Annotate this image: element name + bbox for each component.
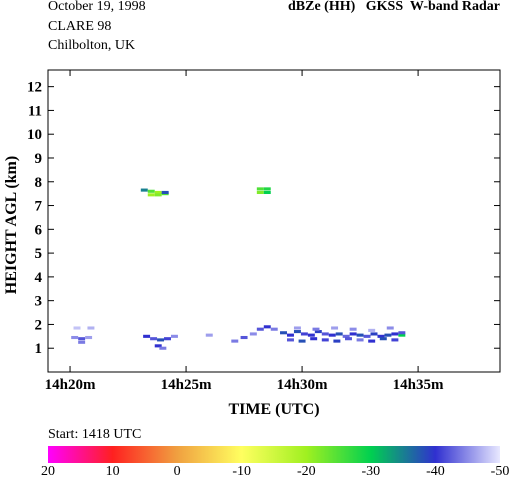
y-tick-label: 6 <box>35 222 43 238</box>
start-label: Start: 1418 UTC <box>48 427 141 442</box>
echo-cell <box>270 327 278 331</box>
echo-cell <box>314 330 322 334</box>
echo-cell <box>398 331 406 335</box>
echo-cell <box>147 189 155 193</box>
echo-cell <box>256 187 264 191</box>
header-campaign: CLARE 98 <box>48 19 111 34</box>
echo-cell <box>85 335 93 340</box>
echo-cell <box>147 193 155 197</box>
chart-title: dBZe (HH) GKSS W-band Radar <box>288 0 500 14</box>
echo-cell <box>263 187 271 191</box>
echo-cell <box>157 338 165 342</box>
echo-cell <box>368 339 376 343</box>
echo-cell <box>231 339 239 343</box>
y-tick-label: 12 <box>27 80 42 96</box>
echo-cell <box>321 338 329 342</box>
echo-cell <box>154 344 162 348</box>
echo-cell <box>321 332 329 336</box>
y-tick-label: 5 <box>35 246 43 262</box>
colorbar-label: -50 <box>491 464 509 476</box>
echo-cell <box>161 190 169 195</box>
colorbar-label: -20 <box>297 464 316 476</box>
echo-cell <box>310 337 318 341</box>
echo-cell <box>78 340 86 344</box>
echo-cell <box>150 337 158 341</box>
echo-cell <box>170 334 178 338</box>
echo-cell <box>293 330 301 334</box>
echo-cell <box>328 333 336 337</box>
y-tick-label: 10 <box>27 127 42 143</box>
echo-cell <box>293 326 301 330</box>
y-axis-label: HEIGHT AGL (km) <box>3 156 20 294</box>
echo-cell <box>249 332 257 336</box>
y-tick-label: 9 <box>35 151 43 167</box>
colorbar-label: 0 <box>174 464 181 476</box>
echo-cell <box>307 333 315 337</box>
echo-cell <box>345 337 352 341</box>
echo-cell <box>143 334 151 338</box>
colorbar-label: 20 <box>41 464 55 476</box>
x-tick-label: 14h35m <box>393 377 444 393</box>
echo-cell <box>286 333 294 337</box>
y-tick-label: 4 <box>35 270 43 286</box>
echo-cell <box>154 193 162 197</box>
echo-cell <box>256 327 264 331</box>
echo-cell <box>391 332 399 336</box>
echo-cell <box>333 339 341 343</box>
echo-cell <box>370 332 378 336</box>
echo-cell <box>140 188 148 192</box>
echo-cell <box>386 326 394 330</box>
y-tick-label: 7 <box>35 199 43 215</box>
y-tick-label: 1 <box>35 341 43 357</box>
echo-cell <box>331 326 339 330</box>
echo-cell <box>356 338 364 342</box>
header-date: October 19, 1998 <box>48 0 146 14</box>
x-tick-label: 14h25m <box>161 377 212 393</box>
echo-cell <box>263 190 271 195</box>
plot-frame <box>47 69 501 373</box>
echo-cell <box>71 335 79 340</box>
x-tick-label: 14h20m <box>45 377 96 393</box>
echo-cell <box>78 337 86 341</box>
echo-cell <box>73 326 81 330</box>
x-tick-label: 14h30m <box>277 377 328 393</box>
echo-cell <box>87 326 95 330</box>
echo-cell <box>335 332 343 336</box>
colorbar-label: -30 <box>362 464 381 476</box>
x-axis-label: TIME (UTC) <box>228 401 319 418</box>
echo-cell <box>154 190 162 195</box>
echo-cell <box>391 338 399 342</box>
echo-cell <box>240 335 248 340</box>
echo-cell <box>286 338 294 342</box>
echo-cell <box>398 333 406 337</box>
y-tick-label: 3 <box>35 294 43 310</box>
echo-cell <box>280 331 287 335</box>
colorbar-label: 10 <box>106 464 120 476</box>
y-tick-label: 11 <box>28 103 42 119</box>
echo-cell <box>379 337 387 341</box>
echo-cell <box>377 334 385 338</box>
echo-cell <box>349 332 357 336</box>
echo-cell <box>349 327 357 331</box>
colorbar <box>48 446 500 463</box>
echo-cell <box>368 328 376 332</box>
echo-cell <box>312 327 320 331</box>
echo-cell <box>356 333 364 337</box>
echo-cell <box>205 333 213 337</box>
y-tick-label: 8 <box>35 175 43 191</box>
echo-cell <box>384 333 392 337</box>
header-site: Chilbolton, UK <box>48 38 135 53</box>
colorbar-label: -40 <box>426 464 445 476</box>
echo-cell <box>256 190 264 195</box>
colorbar-label: -10 <box>232 464 251 476</box>
echo-cell <box>263 325 271 329</box>
echo-cell <box>298 339 306 343</box>
y-tick-label: 2 <box>35 317 43 333</box>
echo-cell <box>159 346 167 350</box>
echo-cell <box>363 334 371 338</box>
echo-cell <box>342 334 350 338</box>
echo-cell <box>300 332 308 336</box>
echo-cell <box>164 337 171 341</box>
